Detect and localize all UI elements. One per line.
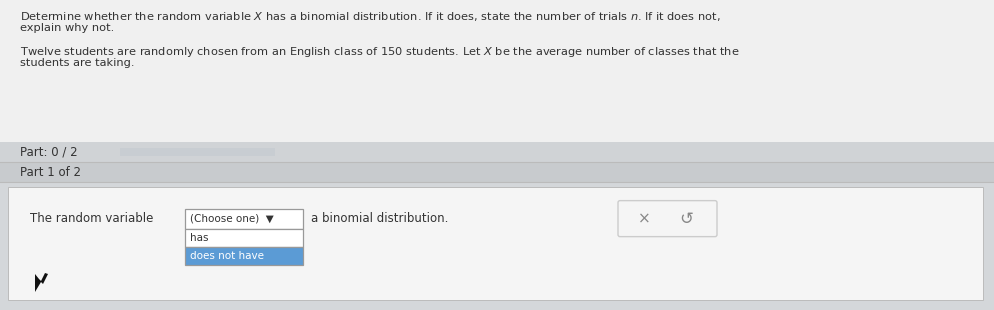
FancyBboxPatch shape <box>0 142 994 162</box>
FancyBboxPatch shape <box>8 187 982 300</box>
Text: a binomial distribution.: a binomial distribution. <box>311 212 448 225</box>
FancyBboxPatch shape <box>0 0 994 145</box>
Text: does not have: does not have <box>190 251 263 261</box>
Text: students are taking.: students are taking. <box>20 58 134 68</box>
Text: explain why not.: explain why not. <box>20 23 114 33</box>
FancyBboxPatch shape <box>0 162 994 182</box>
Text: The random variable: The random variable <box>30 212 153 225</box>
Text: ×: × <box>637 211 650 226</box>
Text: (Choose one)  ▼: (Choose one) ▼ <box>190 214 273 224</box>
FancyBboxPatch shape <box>185 209 303 229</box>
Text: Part 1 of 2: Part 1 of 2 <box>20 166 81 179</box>
Text: has: has <box>190 232 209 243</box>
Text: ↺: ↺ <box>678 210 692 228</box>
Text: Determine whether the random variable $X$ has a binomial distribution. If it doe: Determine whether the random variable $X… <box>20 10 720 23</box>
FancyBboxPatch shape <box>185 247 303 265</box>
Text: Part: 0 / 2: Part: 0 / 2 <box>20 145 78 158</box>
FancyBboxPatch shape <box>0 182 994 310</box>
Text: Twelve students are randomly chosen from an English class of 150 students. Let $: Twelve students are randomly chosen from… <box>20 45 739 59</box>
FancyBboxPatch shape <box>617 201 717 237</box>
FancyBboxPatch shape <box>185 229 303 247</box>
Polygon shape <box>35 273 48 292</box>
FancyBboxPatch shape <box>120 148 274 156</box>
